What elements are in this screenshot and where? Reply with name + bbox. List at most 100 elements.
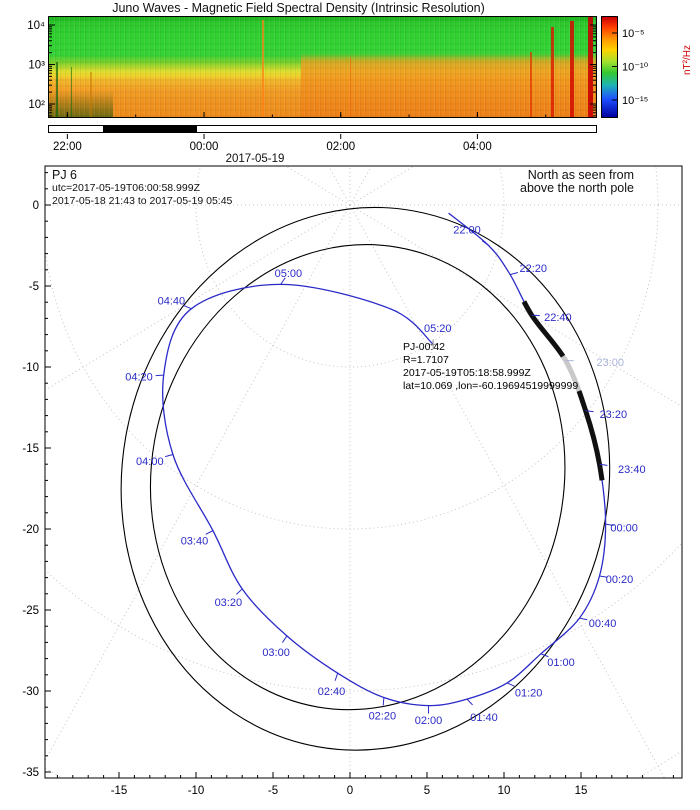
y-tick-label: -15	[22, 443, 39, 455]
colorbar-tick-label: 10⁻¹⁰	[622, 62, 649, 74]
trajectory-time-tick	[389, 308, 398, 313]
trajectory-time-tick	[155, 374, 164, 377]
trajectory-time-tick	[605, 523, 614, 527]
trajectory-time-label: 02:00	[415, 715, 443, 727]
x-tick-label: -10	[188, 785, 205, 797]
y-tick-label: -35	[22, 767, 39, 779]
spectrogram-burst-streak	[349, 57, 351, 117]
trajectory-time-label: 03:20	[215, 597, 243, 609]
grid-radial-line	[45, 204, 351, 762]
spectrogram-burst-streak	[90, 72, 93, 117]
trajectory-time-tick	[205, 530, 214, 535]
time-tick-label: 04:00	[463, 141, 492, 153]
time-range-label: 2017-05-18 21:43 to 2017-05-19 05:45	[52, 195, 233, 207]
colorbar-unit-label: nT²/Hz	[682, 45, 693, 75]
trajectory-time-tick	[585, 410, 594, 413]
x-tick-label: -5	[268, 785, 278, 797]
trajectory-time-label: 00:20	[606, 574, 634, 586]
y-tick-label: -20	[22, 524, 39, 536]
spectrogram-burst-streak	[587, 17, 593, 117]
utc-label: utc=2017-05-19T06:00:58.999Z	[52, 182, 200, 194]
trajectory-time-tick	[466, 698, 473, 706]
trajectory-time-tick	[280, 277, 286, 285]
north-note-line1: North as seen from	[527, 168, 634, 182]
spectrogram-burst-streak	[550, 27, 554, 117]
trajectory-time-label: 02:20	[369, 710, 397, 722]
magnetic-oval	[149, 244, 566, 711]
trajectory-time-label: 00:40	[589, 618, 617, 630]
trajectory-time-tick	[510, 272, 518, 276]
trajectory-time-label: 03:00	[262, 647, 290, 659]
spectrogram-burst-streak	[262, 20, 265, 117]
trajectory-time-label: 04:40	[158, 296, 186, 308]
spectrogram-noise-texture	[49, 17, 596, 117]
trajectory-time-tick	[599, 575, 608, 578]
trajectory-highlight-arc	[160, 211, 609, 709]
annotation-pj-offset: PJ-00:42	[403, 341, 446, 353]
trajectory-time-label: 23:00	[596, 357, 624, 369]
x-axis-date-label: 2017-05-19	[225, 153, 285, 165]
grid-circle	[45, 542, 682, 692]
trajectory-time-label: 23:40	[618, 464, 646, 476]
trajectory-time-tick	[599, 463, 608, 466]
trajectory-time-label: 22:00	[453, 224, 481, 236]
annotation-latlon: lat=10.069 ,lon=-60.19694519999999	[403, 380, 579, 392]
time-tick-label: 00:00	[190, 141, 219, 153]
time-tick-label: 22:00	[53, 141, 82, 153]
perijove-label: PJ 6	[52, 168, 78, 182]
trajectory-time-tick	[579, 617, 588, 621]
trajectory-time-tick	[236, 588, 243, 595]
cursor-annotation: PJ-00:42 R=1.7107 2017-05-19T05:18:58.99…	[403, 341, 578, 393]
spectrogram-burst-streak	[569, 21, 574, 117]
trajectory-time-tick	[382, 697, 385, 706]
freq-tick-label: 10³	[28, 60, 45, 72]
trajectory-path	[162, 212, 607, 707]
trajectory-highlight-arc	[160, 211, 609, 709]
grid-circle	[195, 166, 505, 368]
orbit-plot-frame	[44, 165, 683, 779]
grid-radial-line	[349, 204, 666, 778]
north-view-note: North as seen from above the north pole	[520, 169, 634, 195]
polar-grid	[45, 166, 682, 778]
coverage-segment	[102, 126, 198, 132]
trajectory-time-label: 02:40	[318, 686, 346, 698]
trajectory-time-tick	[282, 635, 288, 643]
magnetic-oval	[120, 206, 611, 751]
x-tick-label: 5	[424, 785, 430, 797]
orbit-plot-canvas[interactable]: 22:00 22:20 22:40 23:00 23:20 23:40 00:00 00:20…	[0, 160, 700, 810]
trajectory-time-tick	[540, 653, 549, 658]
y-tick-label: -25	[22, 605, 39, 617]
spectrogram-title: Juno Waves - Magnetic Field Spectral Den…	[112, 1, 485, 15]
spectrogram-burst-streak	[530, 52, 533, 117]
trajectory-time-tick	[183, 305, 192, 310]
trajectory-time-tick	[334, 673, 339, 681]
trajectory-time-label: 04:20	[125, 372, 153, 384]
trajectory-time-label: 05:00	[275, 268, 303, 280]
trajectory-time-label: 01:00	[547, 657, 575, 669]
trajectory-time-tick	[481, 240, 489, 246]
trajectory-highlight-arc	[160, 211, 609, 709]
trajectory-time-label: 23:20	[600, 409, 628, 421]
colorbar-tick-label: 10⁻¹⁵	[622, 95, 648, 107]
trajectory-time-label: 05:20	[424, 323, 452, 335]
spectrogram-canvas[interactable]	[48, 16, 597, 118]
trajectory-time-label: 04:00	[136, 456, 164, 468]
y-tick-label: -10	[22, 362, 39, 374]
trajectory-time-label: 22:40	[544, 312, 572, 324]
annotation-radius: R=1.7107	[403, 354, 449, 366]
freq-tick-label: 10²	[28, 99, 45, 111]
spectrogram-dark-left-region	[49, 91, 113, 117]
trajectory-time-label: 00:00	[610, 522, 638, 534]
freq-tick-label: 10⁴	[27, 20, 45, 32]
orbit-header: PJ 6 utc=2017-05-19T06:00:58.999Z 2017-0…	[52, 169, 232, 208]
trajectory-time-tick	[506, 682, 515, 687]
trajectory-time-label: 01:40	[470, 712, 498, 724]
y-tick-label: 0	[33, 200, 39, 212]
spectrogram-burst-streak	[70, 67, 72, 117]
trajectory-time-tick	[165, 453, 174, 458]
x-tick-label: -15	[111, 785, 128, 797]
annotation-utc: 2017-05-19T05:18:58.999Z	[403, 367, 531, 379]
colorbar	[601, 16, 618, 118]
trajectory-time-label: 01:20	[515, 688, 543, 700]
